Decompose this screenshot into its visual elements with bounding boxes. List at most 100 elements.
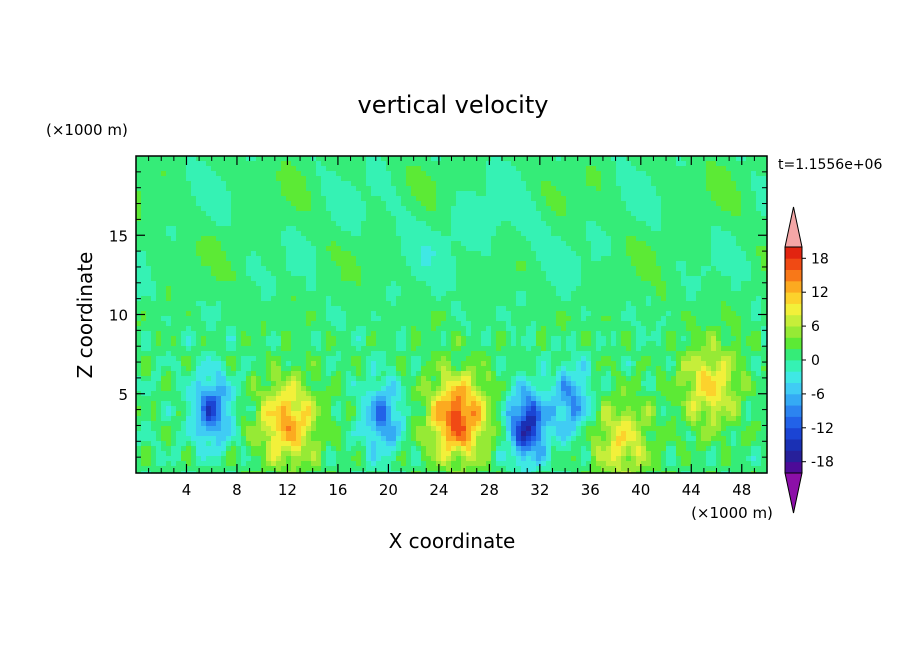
contour-cell [146, 216, 152, 222]
contour-cell [581, 181, 587, 187]
contour-cell [556, 266, 562, 272]
contour-cell [721, 251, 727, 257]
contour-cell [611, 336, 617, 342]
contour-cell [746, 251, 752, 257]
contour-cell [626, 171, 632, 177]
contour-cell [176, 216, 182, 222]
contour-cell [146, 306, 152, 312]
contour-cell [616, 226, 622, 232]
contour-cell [741, 311, 747, 317]
contour-cell [741, 321, 747, 327]
contour-cell [676, 311, 682, 317]
contour-cell [671, 206, 677, 212]
contour-cell [741, 191, 747, 197]
contour-cell [526, 276, 532, 282]
contour-cell [726, 321, 732, 327]
contour-cell [226, 316, 232, 322]
contour-cell [531, 161, 537, 167]
contour-cell [691, 271, 697, 277]
contour-cell [411, 216, 417, 222]
contour-cell [386, 216, 392, 222]
contour-cell [306, 221, 312, 227]
contour-cell [501, 346, 507, 352]
contour-cell [461, 346, 467, 352]
contour-cell [306, 266, 312, 272]
contour-cell [521, 191, 527, 197]
contour-cell [741, 291, 747, 297]
contour-cell [511, 191, 517, 197]
contour-cell [216, 306, 222, 312]
contour-cell [176, 161, 182, 167]
contour-cell [436, 211, 442, 217]
contour-cell [731, 166, 737, 172]
contour-cell [371, 256, 377, 262]
contour-cell [706, 231, 712, 237]
contour-cell [606, 316, 612, 322]
contour-cell [606, 311, 612, 317]
contour-cell [271, 331, 277, 337]
contour-cell [481, 171, 487, 177]
contour-cell [406, 311, 412, 317]
contour-cell [526, 311, 532, 317]
contour-cell [736, 311, 742, 317]
contour-cell [421, 261, 427, 267]
contour-cell [666, 186, 672, 192]
contour-cell [646, 211, 652, 217]
contour-cell [701, 186, 707, 192]
contour-cell [376, 191, 382, 197]
contour-cell [701, 326, 707, 332]
contour-cell [621, 156, 627, 162]
contour-cell [296, 311, 302, 317]
contour-cell [561, 161, 567, 167]
contour-cell [291, 186, 297, 192]
contour-cell [261, 171, 267, 177]
contour-cell [616, 216, 622, 222]
contour-cell [261, 196, 267, 202]
contour-cell [321, 171, 327, 177]
contour-cell [491, 286, 497, 292]
contour-cell [301, 351, 307, 357]
contour-cell [476, 226, 482, 232]
contour-cell [611, 286, 617, 292]
contour-cell [481, 321, 487, 327]
contour-cell [621, 311, 627, 317]
contour-cell [606, 161, 612, 167]
contour-cell [136, 221, 142, 227]
contour-cell [626, 326, 632, 332]
contour-cell [751, 281, 757, 287]
contour-cell [516, 246, 522, 252]
contour-cell [606, 216, 612, 222]
contour-cell [601, 311, 607, 317]
contour-cell [176, 196, 182, 202]
contour-cell [481, 166, 487, 172]
contour-cell [546, 321, 552, 327]
contour-cell [581, 341, 587, 347]
contour-cell [746, 286, 752, 292]
contour-cell [581, 226, 587, 232]
contour-cell [721, 266, 727, 272]
contour-cell [236, 196, 242, 202]
contour-cell [636, 191, 642, 197]
contour-cell [646, 261, 652, 267]
contour-cell [416, 166, 422, 172]
contour-cell [251, 286, 257, 292]
contour-cell [546, 201, 552, 207]
contour-cell [466, 266, 472, 272]
contour-cell [461, 236, 467, 242]
contour-cell [541, 316, 547, 322]
contour-cell [196, 176, 202, 182]
contour-cell [346, 296, 352, 302]
contour-cell [226, 166, 232, 172]
contour-cell [286, 206, 292, 212]
contour-cell [281, 331, 287, 337]
contour-cell [731, 206, 737, 212]
contour-cell [196, 201, 202, 207]
contour-cell [191, 276, 197, 282]
contour-cell [721, 186, 727, 192]
contour-cell [521, 266, 527, 272]
contour-cell [371, 331, 377, 337]
contour-cell [226, 221, 232, 227]
contour-cell [521, 341, 527, 347]
contour-cell [706, 201, 712, 207]
contour-cell [711, 196, 717, 202]
